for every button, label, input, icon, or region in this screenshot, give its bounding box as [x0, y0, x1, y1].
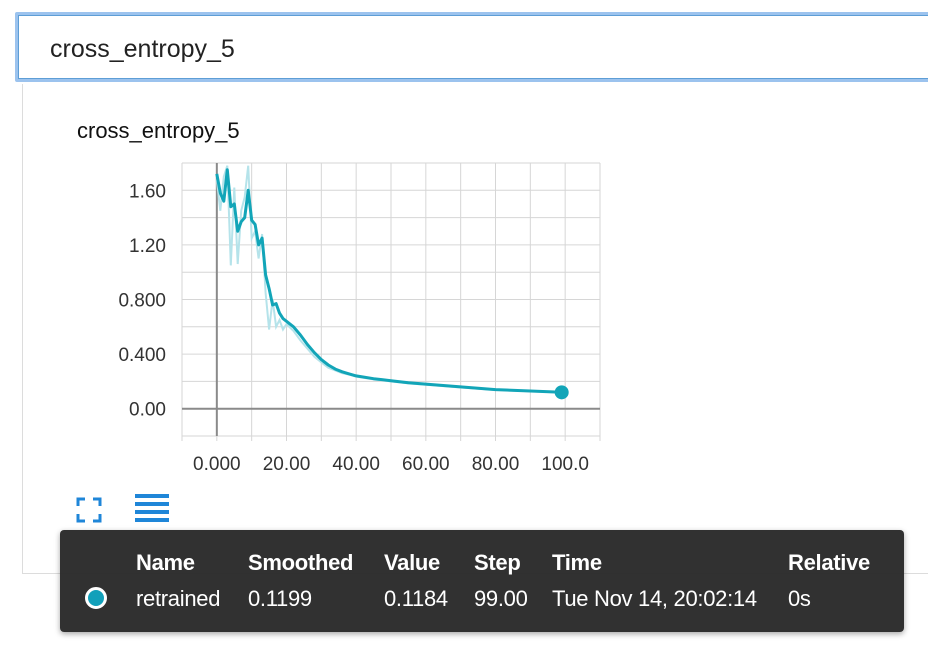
y-tick-label: 0.400	[118, 345, 166, 366]
series-line-raw	[215, 165, 562, 394]
row-value: 0.1184	[384, 586, 448, 611]
row-relative: 0s	[788, 586, 811, 611]
x-tick-label: 20.00	[263, 454, 311, 475]
chart-axes	[181, 163, 601, 441]
x-tick-label: 80.00	[472, 454, 520, 475]
header-time: Time	[552, 550, 602, 575]
header-value: Value	[384, 550, 440, 575]
y-tick-label: 1.60	[129, 181, 166, 202]
chart-title: cross_entropy_5	[77, 118, 240, 143]
x-tick-label: 100.0	[541, 454, 589, 475]
header-smoothed: Smoothed	[248, 550, 354, 575]
tag-filter-input[interactable]	[50, 35, 850, 64]
x-tick-label: 0.000	[193, 454, 241, 475]
x-tick-label: 40.00	[332, 454, 380, 475]
header-step: Step	[474, 550, 521, 575]
chart-series	[215, 165, 569, 400]
hover-point	[554, 385, 569, 400]
row-step: 99.00	[474, 586, 528, 611]
x-tick-label: 60.00	[402, 454, 450, 475]
header-name: Name	[136, 550, 195, 575]
y-tick-label: 0.800	[118, 291, 166, 312]
y-tick-label: 0.00	[129, 400, 166, 421]
data-tooltip: Name Smoothed Value Step Time Relative r…	[60, 530, 904, 632]
header-relative: Relative	[788, 550, 870, 575]
y-tick-label: 1.20	[129, 236, 166, 257]
list-icon[interactable]	[135, 494, 169, 524]
fullscreen-icon[interactable]	[76, 497, 102, 523]
row-time: Tue Nov 14, 20:02:14	[552, 586, 757, 611]
row-smoothed: 0.1199	[248, 586, 312, 611]
row-name: retrained	[136, 586, 221, 611]
series-color-dot	[85, 587, 107, 609]
chart-tick-labels: 0.000 20.00 40.00 60.00 80.00 100.0 0.00 0.400 0…	[118, 181, 588, 475]
search-bar	[15, 12, 928, 82]
series-line-smoothed	[215, 168, 562, 394]
search-bar-border	[18, 15, 928, 79]
chart-grid	[181, 162, 601, 437]
